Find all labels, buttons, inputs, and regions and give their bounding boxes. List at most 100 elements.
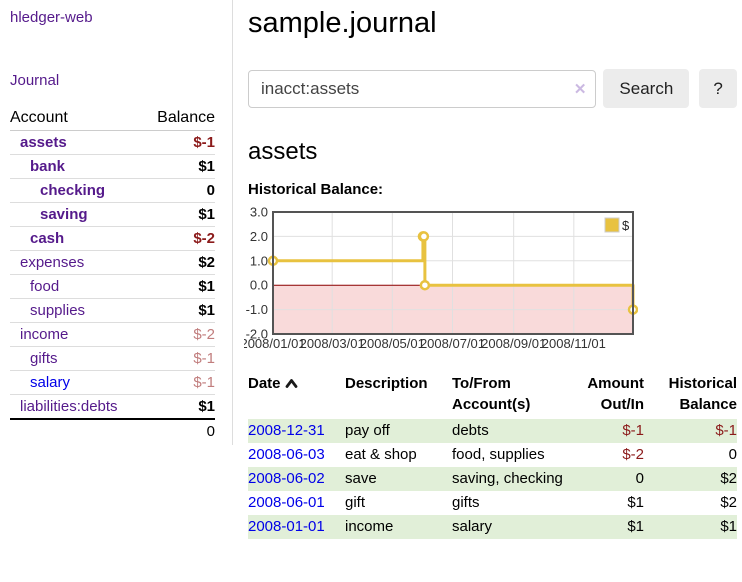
txn-amount: $1 (584, 515, 644, 539)
txn-description: eat & shop (345, 446, 417, 463)
account-balance: $1 (143, 202, 215, 227)
svg-text:0.0: 0.0 (250, 278, 268, 293)
accounts-header-balance: Balance (143, 106, 215, 131)
txn-accounts: food, supplies (452, 446, 545, 463)
svg-text:-2.0: -2.0 (246, 327, 268, 342)
register-row: 2008-06-01 gift gifts $1 $2 (248, 491, 737, 515)
svg-text:2008/03/01: 2008/03/01 (300, 336, 365, 351)
account-row: income $-2 (10, 322, 215, 347)
account-balance: $1 (143, 154, 215, 179)
account-balance: $-1 (143, 130, 215, 155)
main-content: sample.journal ✕ Search ? assets Histori… (240, 0, 737, 539)
accounts-header-row: Account Balance (10, 106, 215, 131)
account-row: bank $1 (10, 154, 215, 179)
search-button[interactable]: Search (603, 69, 690, 108)
page-title: sample.journal (248, 7, 437, 39)
svg-text:1.0: 1.0 (250, 253, 268, 268)
txn-date-link[interactable]: 2008-06-02 (248, 470, 325, 487)
sidebar-item-journal[interactable]: Journal (10, 72, 60, 89)
search-input[interactable] (248, 69, 597, 108)
chart-holder: $3.0 2.0 1.0 0.0 -1.0 -2.0 2008/01/01 2008/03/0… (240, 204, 737, 358)
account-balance: $-1 (143, 370, 215, 395)
txn-balance: $2 (720, 494, 737, 511)
search-form: ✕ Search ? (248, 69, 737, 108)
account-balance: $-2 (143, 322, 215, 347)
account-link-supplies[interactable]: supplies (30, 302, 86, 319)
register-row: 2008-06-02 save saving, checking 0 $2 (248, 467, 737, 491)
register-row: 2008-06-03 eat & shop food, supplies $-2… (248, 443, 737, 467)
svg-text:2008/07/01: 2008/07/01 (420, 336, 485, 351)
accounts-header-account: Account (10, 106, 144, 131)
clear-search-icon[interactable]: ✕ (573, 80, 587, 98)
txn-description: pay off (345, 419, 452, 443)
account-balance: $1 (143, 298, 215, 323)
account-link-expenses[interactable]: expenses (20, 254, 85, 271)
txn-accounts: saving, checking (452, 467, 584, 491)
svg-text:2008/09/01: 2008/09/01 (481, 336, 546, 351)
svg-text:$: $ (622, 218, 630, 233)
account-row: gifts $-1 (10, 346, 215, 371)
txn-balance: $2 (644, 467, 737, 491)
txn-amount: $1 (627, 494, 644, 511)
txn-accounts: salary (452, 515, 584, 539)
txn-amount: $-2 (622, 446, 644, 463)
txn-balance: 0 (728, 446, 737, 463)
txn-amount: $-1 (584, 419, 644, 443)
accounts-total-row: 0 (10, 418, 215, 443)
account-link-checking[interactable]: checking (40, 182, 106, 199)
txn-date-link[interactable]: 2008-06-03 (248, 446, 325, 463)
txn-accounts: debts (452, 419, 584, 443)
account-link-bank[interactable]: bank (30, 158, 66, 175)
account-balance: $-1 (143, 346, 215, 371)
txn-description: save (345, 467, 452, 491)
account-link-food[interactable]: food (30, 278, 60, 295)
sidebar: hledger-web Journal Account Balance asse… (0, 0, 233, 445)
historical-balance-chart: $3.0 2.0 1.0 0.0 -1.0 -2.02008/01/012008/03/0… (240, 205, 639, 351)
register-table: Date Description To/From Account(s) Amou… (248, 371, 737, 539)
col-description: Description (345, 375, 428, 392)
account-link-income[interactable]: income (20, 326, 69, 343)
register-row: 2008-12-31 pay off debts $-1 $-1 (248, 419, 737, 443)
svg-text:2.0: 2.0 (250, 229, 268, 244)
account-row: expenses $2 (10, 250, 215, 275)
account-heading: assets (248, 138, 318, 165)
col-date[interactable]: Date (248, 371, 345, 419)
account-row: salary $-1 (10, 370, 215, 395)
account-link-gifts[interactable]: gifts (30, 350, 58, 367)
account-balance: $1 (143, 394, 215, 420)
svg-text:2008/11/01: 2008/11/01 (542, 336, 606, 351)
register-row: 2008-01-01 income salary $1 $1 (248, 515, 737, 539)
chart-title: Historical Balance: (248, 181, 384, 198)
col-accounts: To/From Account(s) (452, 375, 531, 413)
txn-date-link[interactable]: 2008-01-01 (248, 518, 325, 535)
account-balance: 0 (143, 178, 215, 203)
account-row: saving $1 (10, 202, 215, 227)
account-link-salary[interactable]: salary (30, 374, 71, 391)
txn-description: income (345, 515, 452, 539)
accounts-total: 0 (143, 418, 215, 443)
account-link-liabilities-debts[interactable]: liabilities:debts (20, 398, 118, 415)
account-link-saving[interactable]: saving (40, 206, 88, 223)
sort-asc-icon (285, 379, 297, 388)
txn-date-link[interactable]: 2008-06-01 (248, 494, 325, 511)
account-row: food $1 (10, 274, 215, 299)
brand-link[interactable]: hledger-web (10, 9, 93, 26)
accounts-table: Account Balance assets $-1 bank $1 check… (10, 106, 215, 443)
txn-date-link[interactable]: 2008-12-31 (248, 422, 325, 439)
help-button[interactable]: ? (699, 69, 737, 108)
svg-text:3.0: 3.0 (250, 205, 268, 220)
account-balance: $-2 (143, 226, 215, 251)
txn-description: gift (345, 494, 366, 511)
account-row: cash $-2 (10, 226, 215, 251)
account-row: assets $-1 (10, 130, 215, 155)
txn-amount: 0 (584, 467, 644, 491)
account-link-cash[interactable]: cash (30, 230, 65, 247)
col-amount: Amount Out/In (587, 375, 644, 413)
account-row: supplies $1 (10, 298, 215, 323)
account-balance: $1 (143, 274, 215, 299)
account-link-assets[interactable]: assets (20, 134, 67, 151)
col-balance: Historical Balance (668, 375, 737, 413)
txn-accounts: gifts (452, 494, 480, 511)
register-header-row: Date Description To/From Account(s) Amou… (248, 371, 737, 419)
